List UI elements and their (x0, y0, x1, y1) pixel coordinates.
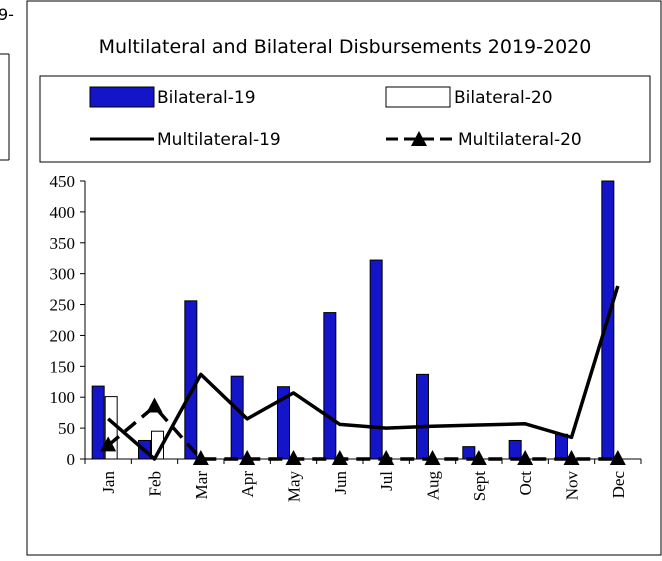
marker-multilateral-20 (378, 450, 395, 465)
bar-bilateral-19 (508, 439, 522, 460)
y-tick-label: 350 (50, 234, 76, 253)
y-tick-label: 50 (58, 419, 75, 438)
x-tick-label: Feb (146, 471, 165, 497)
bar-bilateral-19 (277, 386, 290, 460)
y-tick-label: 100 (50, 388, 76, 407)
legend-swatch-bilateral-19 (89, 86, 155, 108)
x-tick-label: Dec (609, 471, 628, 499)
y-tick-label: 200 (50, 326, 76, 345)
chart-title: Multilateral and Bilateral Disbursements… (99, 36, 592, 58)
legend-label-bilateral-19: Bilateral-19 (157, 88, 256, 108)
marker-multilateral-20 (563, 450, 580, 465)
bar-bilateral-19 (416, 373, 429, 460)
legend-label-bilateral-20: Bilateral-20 (454, 88, 553, 108)
y-tick-label: 250 (50, 296, 76, 315)
x-tick-label: Aug (424, 471, 443, 501)
marker-multilateral-20 (239, 450, 256, 465)
marker-multilateral-20 (285, 450, 302, 465)
bar-bilateral-19 (323, 312, 337, 460)
x-tick-label: Mar (192, 471, 211, 500)
legend-box (39, 75, 651, 163)
line-multilateral-20 (107, 404, 618, 461)
bar-bilateral-19 (230, 375, 244, 460)
marker-multilateral-20 (331, 450, 348, 465)
legend-label-multilateral-20: Multilateral-20 (458, 130, 582, 150)
x-tick-label: May (285, 471, 304, 503)
bar-bilateral-19 (555, 433, 568, 460)
x-tick-label: Apr (238, 471, 257, 498)
x-tick-label: Jul (377, 471, 396, 491)
marker-multilateral-20 (517, 450, 534, 465)
marker-multilateral-20 (470, 450, 487, 465)
line-multilateral-19 (107, 285, 620, 461)
x-ticks: Jan Feb Mar Apr May Jun Jul Aug Sept Oct Nov Dec (84, 459, 642, 503)
legend: Bilateral-19 Bilateral-20 Multilateral-1… (89, 86, 582, 150)
x-tick-label: Nov (563, 471, 582, 501)
bar-bilateral-19 (369, 259, 383, 460)
x-tick-label: Sept (470, 471, 489, 502)
bar-bilateral-19 (91, 385, 105, 460)
edge-text-fragment: 9- (0, 5, 14, 24)
y-tick-label: 450 (50, 172, 76, 191)
legend-marker-multilateral-20 (411, 131, 427, 146)
bar-bilateral-19 (184, 300, 198, 460)
marker-multilateral-20 (609, 450, 626, 465)
marker-multilateral-20 (100, 436, 117, 452)
legend-swatch-bilateral-20 (385, 86, 451, 108)
y-tick-label: 150 (50, 357, 76, 376)
y-ticks: 0 50 100 150 200 250 300 350 400 450 (50, 172, 85, 469)
x-tick-label: Oct (516, 471, 535, 496)
x-tick-label: Jun (331, 471, 350, 495)
x-tick-label: Jan (99, 471, 118, 494)
y-tick-label: 400 (50, 203, 76, 222)
marker-multilateral-20 (192, 450, 209, 465)
y-tick-label: 0 (67, 450, 76, 469)
marker-multilateral-20 (424, 450, 441, 465)
y-tick-label: 300 (50, 265, 76, 284)
marker-multilateral-20 (146, 397, 163, 413)
bar-bilateral-19 (462, 446, 476, 460)
series-lines (100, 285, 626, 465)
legend-label-multilateral-19: Multilateral-19 (157, 130, 281, 150)
